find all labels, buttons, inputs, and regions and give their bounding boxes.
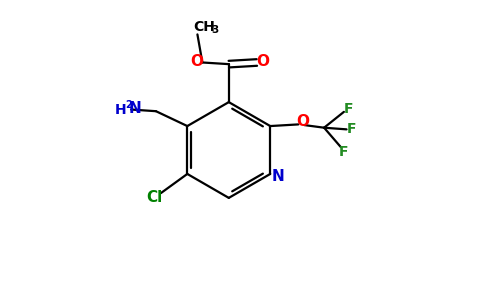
Text: O: O xyxy=(257,54,269,69)
Text: F: F xyxy=(347,122,356,136)
Text: O: O xyxy=(191,54,204,69)
Text: 3: 3 xyxy=(212,25,219,35)
Text: F: F xyxy=(338,145,348,159)
Text: H: H xyxy=(115,103,126,116)
Text: N: N xyxy=(271,169,284,184)
Text: F: F xyxy=(344,102,354,116)
Text: Cl: Cl xyxy=(146,190,163,205)
Text: N: N xyxy=(129,101,141,116)
Text: CH: CH xyxy=(193,20,214,34)
Text: 2: 2 xyxy=(125,100,132,110)
Text: O: O xyxy=(296,114,309,129)
